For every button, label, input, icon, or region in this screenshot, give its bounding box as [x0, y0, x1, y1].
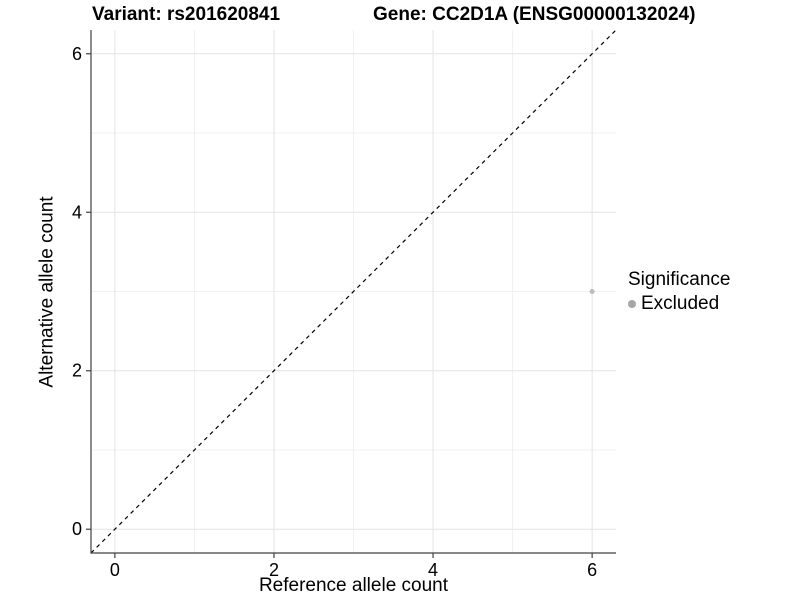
x-tick-label: 2 [269, 560, 279, 580]
legend-point-icon [628, 300, 636, 308]
legend: Significance Excluded [628, 269, 730, 315]
y-axis-title: Alternative allele count [36, 196, 58, 388]
y-tick-label: 0 [72, 519, 82, 539]
y-tick-label: 4 [72, 202, 82, 222]
x-tick-label: 0 [110, 560, 120, 580]
legend-title: Significance [628, 269, 731, 290]
y-tick-label: 6 [72, 44, 82, 64]
x-tick-label: 6 [587, 560, 597, 580]
legend-item-label: Excluded [641, 293, 720, 314]
x-axis-title: Reference allele count [258, 575, 449, 596]
legend-item-excluded: Excluded [628, 293, 730, 315]
data-point [589, 289, 595, 294]
y-tick-label: 2 [72, 361, 82, 381]
plot-title-variant: Variant: rs201620841 [92, 4, 281, 25]
plot-title-gene: Gene: CC2D1A (ENSG00000132024) [373, 4, 696, 25]
identity-reference-line [90, 29, 617, 554]
x-tick-label: 4 [428, 560, 438, 580]
